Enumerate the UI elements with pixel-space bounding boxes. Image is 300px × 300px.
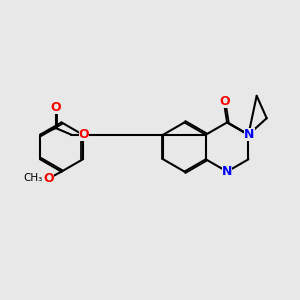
Text: O: O xyxy=(79,128,89,141)
Text: N: N xyxy=(222,165,232,178)
Text: O: O xyxy=(50,100,61,114)
Text: O: O xyxy=(44,172,54,185)
Text: O: O xyxy=(219,95,230,108)
Text: N: N xyxy=(244,128,254,141)
Text: CH₃: CH₃ xyxy=(24,173,43,183)
